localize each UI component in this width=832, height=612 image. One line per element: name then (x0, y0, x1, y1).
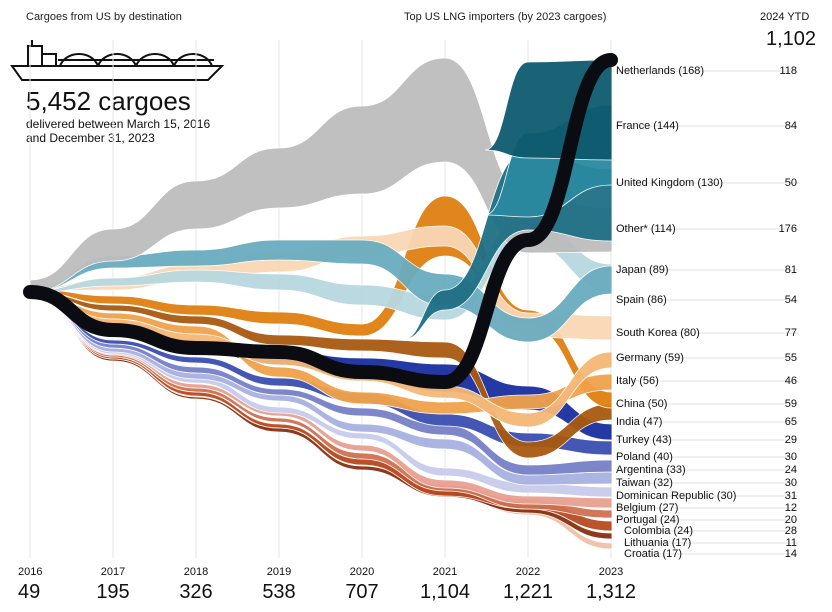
lng-ship-icon (10, 40, 225, 81)
year-total-2023: 1,312 (586, 581, 636, 603)
ytd-argentina: 24 (785, 464, 797, 476)
year-total-2021: 1,104 (420, 581, 470, 603)
year-total-2016: 49 (18, 581, 40, 603)
stream-dominican-republic (29, 293, 613, 498)
ytd-dominican-republic: 31 (785, 490, 797, 502)
ytd-germany: 55 (785, 352, 797, 364)
ytd-belgium: 12 (785, 502, 797, 514)
subtitle-line-2: and December 31, 2023 (26, 131, 155, 145)
label-dominican-republic: Dominican Republic (30) (616, 490, 736, 502)
year-label-2018: 2018 (184, 566, 208, 578)
ytd-spain: 54 (785, 294, 797, 306)
ytd-colombia: 28 (785, 525, 797, 537)
label-belgium: Belgium (27) (616, 502, 678, 514)
label-taiwan: Taiwan (32) (616, 477, 673, 489)
label-argentina: Argentina (33) (616, 464, 686, 476)
label-italy: Italy (56) (616, 375, 659, 387)
label-germany: Germany (59) (616, 352, 684, 364)
ytd-italy: 46 (785, 375, 797, 387)
ytd-turkey: 29 (785, 434, 797, 446)
year-label-2023: 2023 (599, 566, 623, 578)
label-lithuania: Lithuania (17) (624, 537, 691, 549)
label-south-korea: South Korea (80) (616, 327, 700, 339)
ytd-japan: 81 (785, 264, 797, 276)
year-label-2021: 2021 (433, 566, 457, 578)
year-total-2022: 1,221 (503, 581, 553, 603)
ytd-united-kingdom: 50 (785, 177, 797, 189)
ytd-portugal: 20 (785, 514, 797, 526)
year-total-2017: 195 (96, 581, 129, 603)
ytd-south-korea: 77 (785, 327, 797, 339)
label-spain: Spain (86) (616, 294, 667, 306)
country-labels: Netherlands (168) 118 France (144) 84 United… (616, 65, 797, 560)
chart-left-title: Cargoes from US by destination (26, 11, 182, 23)
ytd-taiwan: 30 (785, 477, 797, 489)
label-china: China (50) (616, 398, 667, 410)
total-cargoes: 5,452 cargoes (26, 86, 191, 116)
ytd-poland: 30 (785, 451, 797, 463)
ytd-other: 176 (779, 223, 797, 235)
label-united-kingdom: United Kingdom (130) (616, 177, 723, 189)
ytd-france: 84 (785, 120, 797, 132)
label-portugal: Portugal (24) (616, 514, 680, 526)
year-total-2018: 326 (179, 581, 212, 603)
year-label-2016: 2016 (18, 566, 42, 578)
year-label-2017: 2017 (101, 566, 125, 578)
year-total-2020: 707 (345, 581, 378, 603)
stream-lithuania (29, 294, 613, 540)
stream-argentina (29, 292, 613, 476)
stream-highlight (23, 53, 618, 390)
label-leaders (616, 70, 798, 555)
label-india: India (47) (616, 416, 662, 428)
label-france: France (144) (616, 120, 679, 132)
year-label-2022: 2022 (516, 566, 540, 578)
label-japan: Japan (89) (616, 264, 669, 276)
ytd-netherlands: 118 (779, 65, 797, 77)
label-colombia: Colombia (24) (624, 525, 693, 537)
ytd-china: 59 (785, 398, 797, 410)
label-other: Other* (114) (616, 223, 676, 235)
year-label-2019: 2019 (267, 566, 291, 578)
stream-portugal (29, 294, 613, 519)
stream-india (29, 290, 613, 459)
label-netherlands: Netherlands (168) (616, 65, 704, 77)
streams (23, 53, 618, 550)
ytd-lithuania: 11 (786, 537, 797, 549)
year-axis: 2016 49 2017 195 2018 326 2019 538 2020 707 2021 1,… (18, 566, 636, 603)
stream-japan (29, 239, 613, 343)
label-croatia: Croatia (17) (624, 548, 682, 560)
ytd-label: 2024 YTD (760, 11, 810, 23)
subtitle-line-1: delivered between March 15, 2016 (26, 117, 211, 131)
label-poland: Poland (40) (616, 451, 673, 463)
year-label-2020: 2020 (350, 566, 374, 578)
ytd-india: 65 (785, 416, 797, 428)
year-total-2019: 538 (262, 581, 295, 603)
chart-center-title: Top US LNG importers (by 2023 cargoes) (404, 11, 607, 23)
label-turkey: Turkey (43) (616, 434, 672, 446)
ytd-total: 1,102 (766, 28, 817, 50)
ytd-croatia: 14 (785, 548, 797, 560)
